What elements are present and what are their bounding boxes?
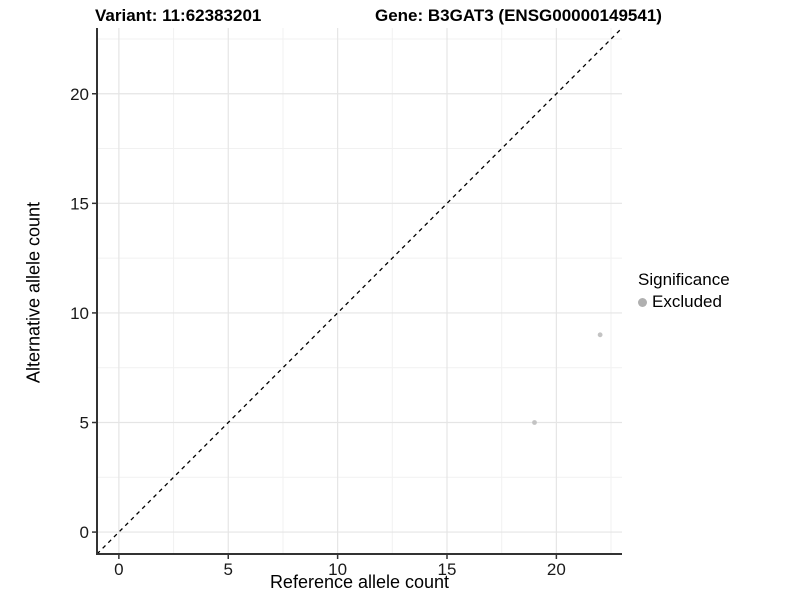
x-tick-label: 10: [328, 560, 347, 579]
x-tick-label: 15: [438, 560, 457, 579]
data-point: [597, 332, 603, 338]
excluded-point-icon: [638, 297, 647, 307]
y-tick-label: 5: [80, 414, 89, 433]
x-tick-label: 5: [224, 560, 233, 579]
y-tick-label: 20: [70, 85, 89, 104]
legend-title: Significance: [638, 270, 730, 289]
y-tick-label: 15: [70, 194, 89, 213]
x-tick-label: 20: [547, 560, 566, 579]
x-tick-label: 0: [114, 560, 123, 579]
legend: Significance Excluded: [638, 270, 730, 312]
identity-dashed-line: [96, 27, 623, 555]
y-tick-label: 10: [70, 304, 89, 323]
gene-title: Gene: B3GAT3 (ENSG00000149541): [375, 6, 662, 25]
y-tick-label: 0: [80, 523, 89, 542]
x-axis-title: Reference allele count: [269, 572, 450, 592]
legend-item-excluded: Excluded: [638, 292, 730, 312]
legend-item-label: Excluded: [652, 292, 722, 311]
y-axis-title: Alternative allele count: [23, 201, 44, 384]
variant-title: Variant: 11:62383201: [95, 6, 262, 25]
data-point: [532, 420, 537, 425]
